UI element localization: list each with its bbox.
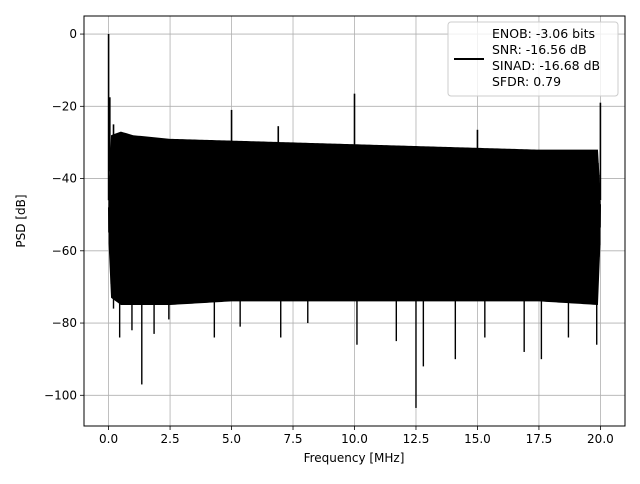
legend-box [447, 21, 619, 97]
x-tick-label: 2.5 [161, 432, 180, 446]
legend: ENOB: -3.06 bits SNR: -16.56 dB SINAD: -… [447, 21, 619, 97]
y-tick-label: −20 [52, 99, 77, 113]
legend-sinad: SINAD: -16.68 dB [492, 58, 600, 73]
y-axis-ticks: 0 −20 −40 −60 −80 −100 [44, 27, 84, 402]
x-tick-label: 15.0 [464, 432, 491, 446]
x-tick-label: 5.0 [222, 432, 241, 446]
psd-series [107, 34, 602, 408]
x-tick-label: 17.5 [526, 432, 553, 446]
y-tick-label: −100 [44, 388, 77, 402]
legend-enob: ENOB: -3.06 bits [492, 26, 595, 41]
y-tick-label: −40 [52, 172, 77, 186]
legend-sfdr: SFDR: 0.79 [492, 74, 561, 89]
x-axis-label: Frequency [MHz] [304, 451, 405, 465]
x-tick-label: 20.0 [587, 432, 614, 446]
legend-snr: SNR: -16.56 dB [492, 42, 587, 57]
y-axis-label: PSD [dB] [14, 194, 28, 247]
x-tick-label: 12.5 [403, 432, 430, 446]
x-tick-label: 7.5 [283, 432, 302, 446]
x-axis-ticks: 0.0 2.5 5.0 7.5 10.0 12.5 15.0 17.5 20.0 [99, 426, 614, 446]
y-tick-label: −60 [52, 244, 77, 258]
psd-noise-band [108, 131, 601, 305]
x-tick-label: 0.0 [99, 432, 118, 446]
y-tick-label: −80 [52, 316, 77, 330]
x-tick-label: 10.0 [341, 432, 368, 446]
y-tick-label: 0 [69, 27, 77, 41]
